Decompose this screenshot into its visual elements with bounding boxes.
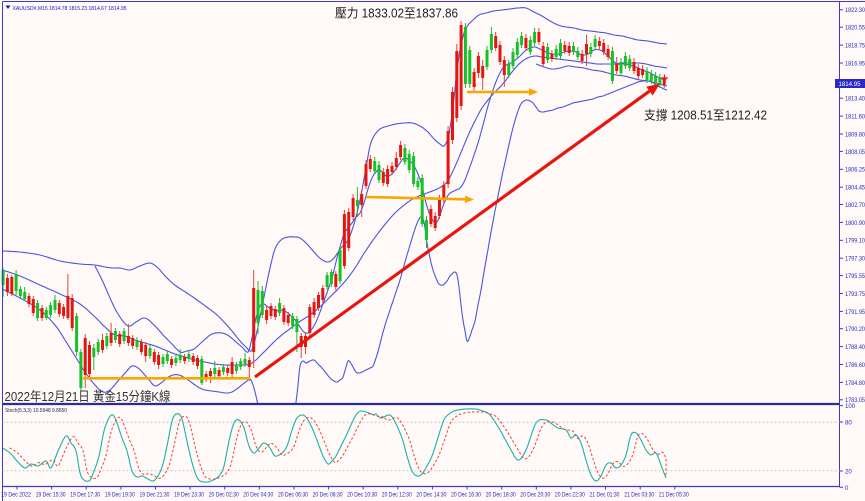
svg-text:20 Dec 16:30: 20 Dec 16:30: [451, 492, 481, 499]
svg-text:20 Dec 18:30: 20 Dec 18:30: [486, 492, 516, 499]
svg-text:20 Dec 10:30: 20 Dec 10:30: [347, 492, 377, 499]
svg-text:XAUUSD#,M15 1814.78 1815.23 1: XAUUSD#,M15 1814.78 1815.23 1814.67 1814…: [13, 6, 128, 12]
svg-text:1814.95: 1814.95: [839, 81, 862, 88]
svg-text:21 Dec 05:30: 21 Dec 05:30: [659, 492, 689, 499]
svg-text:20 Dec 22:30: 20 Dec 22:30: [555, 492, 585, 499]
svg-text:1799.10: 1799.10: [845, 238, 865, 245]
svg-text:1813.40: 1813.40: [845, 96, 865, 103]
svg-text:19 Dec 19:30: 19 Dec 19:30: [105, 492, 135, 499]
svg-text:20 Dec 12:30: 20 Dec 12:30: [382, 492, 412, 499]
svg-text:19 Dec 2022: 19 Dec 2022: [1, 492, 32, 499]
svg-text:19 Dec 21:30: 19 Dec 21:30: [140, 492, 170, 499]
svg-text:1790.20: 1790.20: [845, 326, 865, 333]
svg-text:1797.30: 1797.30: [845, 256, 865, 263]
svg-text:1822.30: 1822.30: [845, 7, 865, 14]
svg-text:1802.70: 1802.70: [845, 202, 865, 209]
svg-text:1811.60: 1811.60: [845, 114, 865, 121]
svg-text:20 Dec 08:30: 20 Dec 08:30: [313, 492, 343, 499]
svg-text:1816.95: 1816.95: [845, 60, 865, 67]
svg-text:1818.75: 1818.75: [845, 43, 865, 50]
svg-text:1806.25: 1806.25: [845, 167, 865, 174]
svg-text:20 Dec 04:30: 20 Dec 04:30: [243, 492, 273, 499]
svg-text:1800.90: 1800.90: [845, 220, 865, 227]
svg-text:19 Dec 15:30: 19 Dec 15:30: [36, 492, 66, 499]
svg-text:Stoch(5,3,3) 10.5948 9.8650: Stoch(5,3,3) 10.5948 9.8650: [5, 408, 67, 414]
svg-text:1783.05: 1783.05: [845, 397, 865, 404]
svg-text:1809.80: 1809.80: [845, 131, 865, 138]
svg-text:21 Dec 01:30: 21 Dec 01:30: [590, 492, 620, 499]
svg-text:1820.55: 1820.55: [845, 25, 865, 32]
svg-text:20 Dec 06:30: 20 Dec 06:30: [278, 492, 308, 499]
svg-text:壓力 1833.02至1837.86: 壓力 1833.02至1837.86: [335, 7, 458, 21]
svg-text:1784.80: 1784.80: [845, 380, 865, 387]
svg-text:2022年12月21日 黃金15分鐘K線: 2022年12月21日 黃金15分鐘K線: [5, 389, 171, 404]
svg-text:1786.60: 1786.60: [845, 362, 865, 369]
svg-text:1791.95: 1791.95: [845, 309, 865, 316]
svg-text:1793.75: 1793.75: [845, 291, 865, 298]
svg-text:21 Dec 03:30: 21 Dec 03:30: [624, 492, 654, 499]
svg-text:100: 100: [845, 403, 856, 410]
svg-text:20 Dec 14:30: 20 Dec 14:30: [416, 492, 446, 499]
svg-text:20 Dec 20:30: 20 Dec 20:30: [520, 492, 550, 499]
svg-text:1804.45: 1804.45: [845, 185, 865, 192]
svg-text:1808.05: 1808.05: [845, 149, 865, 156]
svg-text:1795.55: 1795.55: [845, 273, 865, 280]
svg-text:20: 20: [845, 469, 852, 476]
svg-text:20 Dec 02:30: 20 Dec 02:30: [209, 492, 239, 499]
svg-text:19 Dec 23:30: 19 Dec 23:30: [174, 492, 204, 499]
svg-text:0: 0: [845, 485, 849, 492]
svg-text:19 Dec 17:30: 19 Dec 17:30: [70, 492, 100, 499]
svg-text:1788.40: 1788.40: [845, 344, 865, 351]
svg-text:80: 80: [845, 420, 852, 427]
svg-text:支撐 1208.51至1212.42: 支撐 1208.51至1212.42: [644, 109, 767, 123]
